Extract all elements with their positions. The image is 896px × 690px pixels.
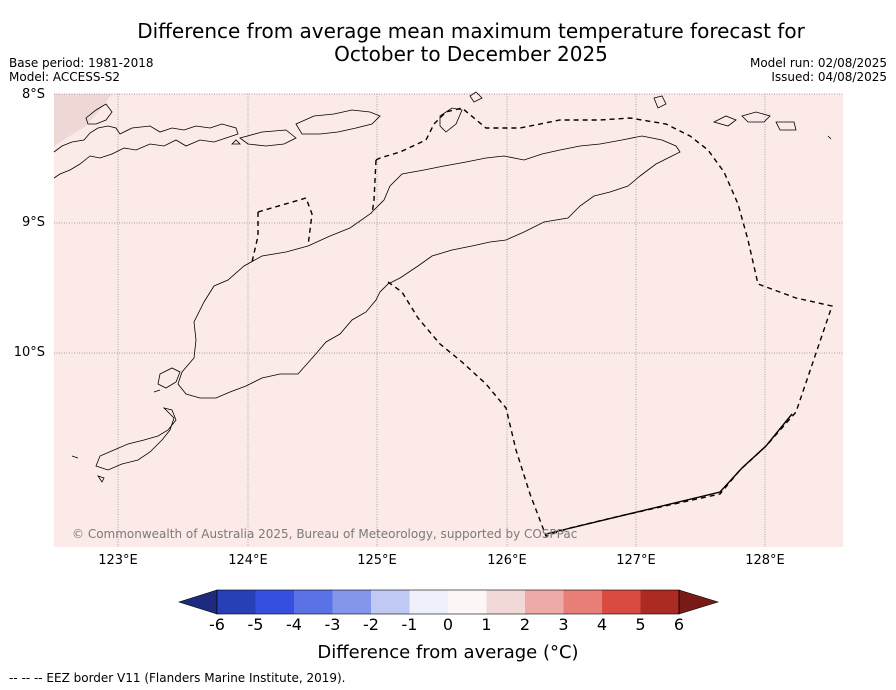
colorbar-segment <box>563 590 602 614</box>
model-name: Model: ACCESS-S2 <box>9 70 121 84</box>
colorbar-segment <box>448 590 487 614</box>
colorbar-tick-label: -2 <box>363 615 379 634</box>
islet-coast <box>827 135 832 140</box>
map-attribution: © Commonwealth of Australia 2025, Bureau… <box>72 527 578 541</box>
colorbar-segment <box>332 590 371 614</box>
colorbar-tick-label: 2 <box>519 615 531 634</box>
lon-label-128e: 128°E <box>745 553 785 568</box>
colorbar-tick-label: -4 <box>286 615 302 634</box>
lomblen-coast <box>239 129 297 147</box>
islet-coast <box>85 103 113 125</box>
chart-title: Difference from average mean maximum tem… <box>0 20 896 66</box>
timor-coast <box>177 135 681 399</box>
lon-label-126e: 126°E <box>487 553 527 568</box>
islet-coast <box>653 95 667 109</box>
colorbar-tick-label: 6 <box>673 615 685 634</box>
rote-coast <box>95 407 177 471</box>
colorbar-frame <box>216 589 680 615</box>
colorbar-tick-label: 1 <box>481 615 492 634</box>
colorbar-segment <box>602 590 641 614</box>
islet-coast <box>775 121 797 131</box>
colorbar-label: Difference from average (°C) <box>317 642 579 663</box>
alor-coast <box>295 109 381 135</box>
colorbar-segment <box>294 590 333 614</box>
colorbar-tick-label: -5 <box>247 615 264 634</box>
lon-label-125e: 125°E <box>357 553 397 568</box>
title-line-1: Difference from average mean maximum tem… <box>137 19 805 43</box>
eez-borders <box>251 107 833 537</box>
islet-coast <box>712 115 737 127</box>
model-run: Model run: 02/08/2025 <box>749 56 887 70</box>
wetar-west-coast <box>439 107 463 133</box>
islet-coast <box>231 139 241 145</box>
colorbar-extend-low <box>178 589 218 615</box>
islet-coast <box>469 91 483 103</box>
lon-label-124e: 124°E <box>228 553 268 568</box>
colorbar-tick-label: 3 <box>558 615 569 634</box>
colorbar-segment <box>525 590 564 614</box>
lon-label-123e: 123°E <box>98 553 138 568</box>
islet-coast <box>741 111 771 123</box>
semau-coast <box>157 367 181 389</box>
colorbar-tick-label: 5 <box>635 615 646 634</box>
colorbar-segment <box>409 590 448 614</box>
eez-footnote: -- -- -- EEZ border V11 (Flanders Marine… <box>9 671 346 685</box>
colorbar-segment <box>255 590 294 614</box>
coastlines <box>53 91 832 483</box>
lat-label-8s: 8°S <box>21 87 45 102</box>
base-period: Base period: 1981-2018 <box>9 56 154 70</box>
eez-border-timor-leste <box>371 159 377 215</box>
colorbar-segment <box>486 590 525 614</box>
lat-label-9s: 9°S <box>21 215 45 230</box>
lon-label-127e: 127°E <box>616 553 656 568</box>
warm-anomaly-patch <box>54 94 112 146</box>
eez-border-segment <box>545 413 793 535</box>
meta-right: Model run: 02/08/2025 Issued: 04/08/2025 <box>750 56 887 84</box>
colorbar-segment <box>371 590 410 614</box>
meta-left: Base period: 1981-2018 Model: ACCESS-S2 <box>9 56 154 84</box>
islet-coast <box>153 389 161 393</box>
islet-coast <box>71 455 79 459</box>
colorbar-tick-label: 4 <box>596 615 608 634</box>
flores-coast <box>53 123 239 179</box>
eez-border-oecusse <box>257 197 313 247</box>
islet-coast <box>97 475 105 483</box>
colorbar-extend-high <box>678 589 720 615</box>
issued-date: Issued: 04/08/2025 <box>771 70 887 84</box>
colorbar-tick-label: -6 <box>209 615 225 634</box>
colorbar <box>178 589 720 615</box>
colorbar-tick-label: -3 <box>324 615 341 634</box>
colorbar-tick-label: 0 <box>442 615 454 634</box>
graticule <box>54 93 843 547</box>
colorbar-segment <box>217 590 256 614</box>
title-line-2: October to December 2025 <box>334 42 608 66</box>
map-area <box>54 94 843 547</box>
colorbar-tick-label: -1 <box>401 615 418 634</box>
colorbar-segment <box>640 590 679 614</box>
eez-border-solid <box>545 413 793 535</box>
eez-border-timor-leste <box>375 107 833 537</box>
lat-label-10s: 10°S <box>13 345 45 360</box>
